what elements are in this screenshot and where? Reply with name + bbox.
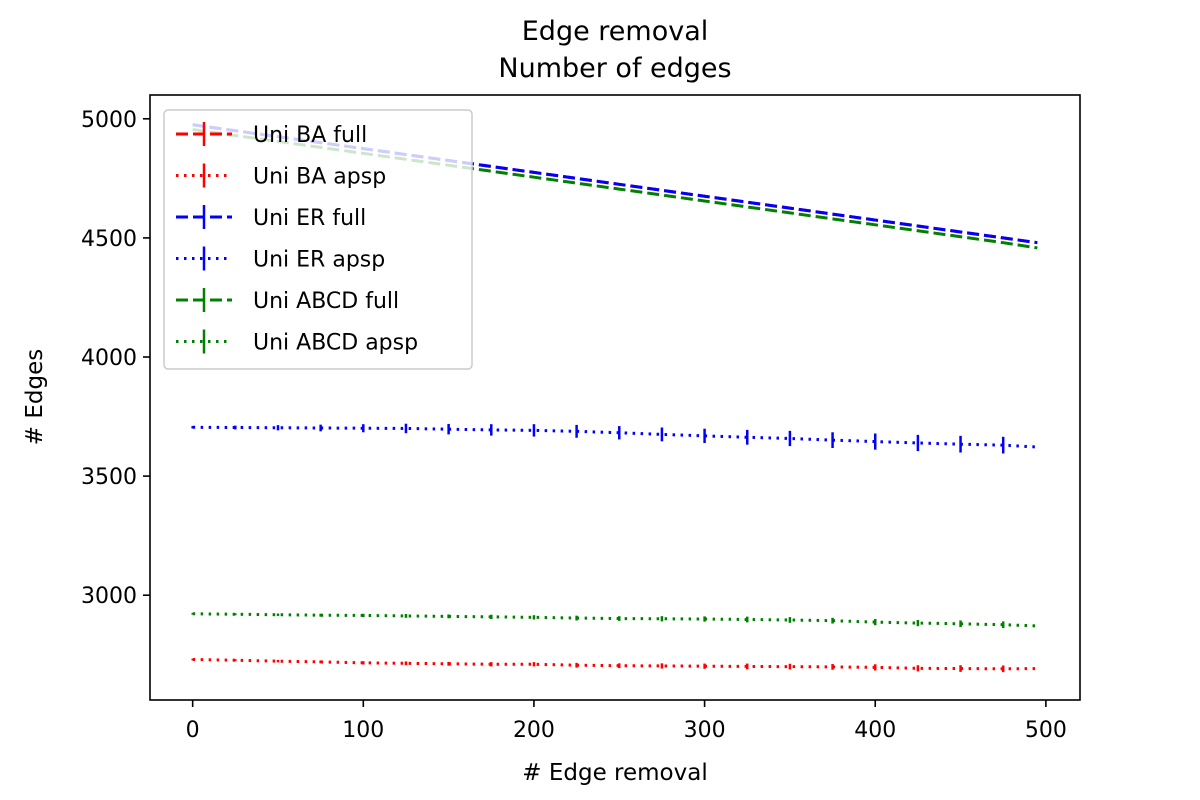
y-tick-label: 5000 xyxy=(81,108,137,133)
legend-label: Uni ABCD full xyxy=(253,289,399,314)
y-tick-label: 4500 xyxy=(81,227,137,252)
y-axis: 3000 3500 4000 4500 5000 xyxy=(81,108,150,609)
legend-item: Uni BA apsp xyxy=(176,163,386,190)
legend-label: Uni ER apsp xyxy=(253,248,385,273)
x-tick-label: 0 xyxy=(186,718,200,743)
x-tick-label: 100 xyxy=(342,718,384,743)
legend-box xyxy=(163,109,473,370)
legend-label: Uni ER full xyxy=(253,206,366,231)
x-axis: 0 100 200 300 400 500 xyxy=(186,700,1067,743)
y-tick-label: 4000 xyxy=(81,346,137,371)
x-tick-label: 500 xyxy=(1025,718,1067,743)
x-tick-label: 400 xyxy=(854,718,896,743)
legend: Uni BA full Uni BA apsp Uni ER full Uni ER … xyxy=(163,109,473,370)
legend-label: Uni BA apsp xyxy=(253,165,386,190)
legend-item: Uni ABCD apsp xyxy=(176,329,418,356)
x-axis-label: # Edge removal xyxy=(522,760,707,786)
y-axis-label: # Edges xyxy=(22,349,48,445)
legend-item: Uni BA full xyxy=(176,122,367,148)
series-5 xyxy=(191,612,1038,629)
legend-item: Uni ER apsp xyxy=(176,246,385,273)
chart-title-line-2: Number of edges xyxy=(498,53,731,84)
legend-item: Uni ABCD full xyxy=(176,288,399,314)
legend-label: Uni BA full xyxy=(253,123,367,148)
legend-item: Uni ER full xyxy=(176,205,366,231)
y-tick-label: 3500 xyxy=(81,465,137,490)
y-tick-label: 3000 xyxy=(81,584,137,609)
series-3 xyxy=(191,423,1038,454)
plot-frame xyxy=(149,94,1081,701)
chart-title-line-1: Edge removal xyxy=(522,16,709,47)
series-1 xyxy=(191,658,1038,673)
x-tick-label: 300 xyxy=(684,718,726,743)
x-tick-label: 200 xyxy=(513,718,555,743)
legend-label: Uni ABCD apsp xyxy=(253,331,418,356)
